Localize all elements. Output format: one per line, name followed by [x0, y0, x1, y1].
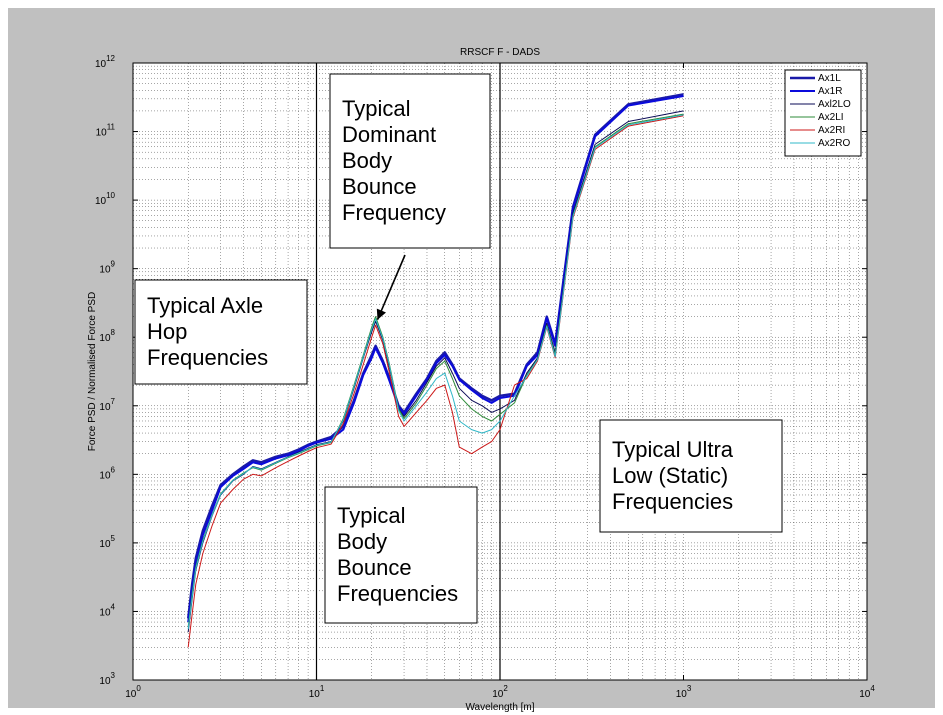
- y-tick-exponent: 8: [111, 328, 116, 337]
- y-tick-exponent: 6: [111, 465, 116, 474]
- legend-label: Ax2RO: [818, 138, 850, 149]
- y-tick-base: 10: [99, 676, 111, 687]
- annotation-line: Typical: [342, 96, 410, 121]
- y-tick-exponent: 12: [106, 54, 115, 63]
- annotation-box: [134, 279, 308, 385]
- y-tick-label: 1012: [95, 54, 116, 70]
- annotation-line: Frequencies: [147, 345, 268, 370]
- y-tick-exponent: 9: [111, 260, 116, 269]
- x-tick-base: 10: [309, 689, 321, 700]
- x-tick-exponent: 2: [503, 684, 508, 693]
- annotations: TypicalDominantBodyBounceFrequencyTypica…: [134, 73, 783, 624]
- ticks: 1001011021031041031041051061071081091010…: [95, 54, 875, 700]
- y-tick-base: 10: [99, 265, 111, 276]
- annotation-line: Typical: [337, 503, 405, 528]
- y-tick-exponent: 5: [111, 534, 116, 543]
- y-tick-label: 1010: [95, 191, 116, 207]
- x-tick-exponent: 0: [136, 684, 141, 693]
- x-tick-exponent: 3: [687, 684, 692, 693]
- legend-label: Ax2RI: [818, 125, 845, 136]
- x-tick-base: 10: [125, 689, 137, 700]
- y-axis-title: Force PSD / Normalised Force PSD: [87, 292, 98, 452]
- y-tick-exponent: 10: [106, 191, 115, 200]
- legend-label: Axl2LO: [818, 99, 851, 110]
- x-tick-base: 10: [859, 689, 871, 700]
- y-tick-base: 10: [95, 59, 107, 70]
- y-tick-label: 105: [99, 534, 115, 550]
- x-tick-exponent: 4: [870, 684, 875, 693]
- x-tick-label: 101: [309, 684, 325, 700]
- y-tick-label: 107: [99, 397, 115, 413]
- legend-box: [784, 69, 862, 157]
- x-tick-label: 103: [676, 684, 692, 700]
- y-tick-label: 103: [99, 671, 115, 687]
- y-tick-exponent: 3: [111, 671, 116, 680]
- legend-label: Ax2LI: [818, 112, 844, 123]
- annotation-line: Bounce: [337, 555, 412, 580]
- y-tick-exponent: 7: [111, 397, 116, 406]
- annotation-line: Body: [337, 529, 387, 554]
- y-tick-exponent: 11: [107, 123, 116, 132]
- y-tick-base: 10: [99, 607, 111, 618]
- plot-title: RRSCF F - DADS: [460, 47, 540, 58]
- annotation-line: Low (Static): [612, 463, 728, 488]
- series-line-ax1r: [187, 95, 684, 623]
- legend: Ax1L Ax1R Axl2LO Ax2LI Ax2RI Ax2RO: [784, 69, 862, 157]
- y-tick-base: 10: [95, 196, 107, 207]
- y-tick-label: 104: [99, 602, 115, 618]
- annotation-box: [324, 486, 478, 624]
- annotation-arrow-head: [376, 308, 387, 320]
- y-tick-label: 1011: [96, 123, 116, 139]
- annotation-line: Typical Axle: [147, 293, 263, 318]
- y-tick-exponent: 4: [111, 602, 116, 611]
- y-tick-base: 10: [99, 470, 111, 481]
- y-tick-base: 10: [96, 128, 108, 139]
- annotation-arrow-line: [376, 254, 406, 321]
- y-tick-label: 106: [99, 465, 115, 481]
- x-tick-label: 100: [125, 684, 141, 700]
- y-tick-label: 109: [99, 260, 115, 276]
- annotation-box: [329, 73, 491, 249]
- x-tick-base: 10: [492, 689, 504, 700]
- legend-label: Ax1L: [818, 73, 841, 84]
- region-markers: [315, 63, 501, 680]
- y-tick-base: 10: [99, 333, 111, 344]
- x-tick-label: 102: [492, 684, 508, 700]
- annotation-line: Dominant: [342, 122, 436, 147]
- annotation-line: Frequencies: [612, 489, 733, 514]
- x-tick-exponent: 1: [320, 684, 325, 693]
- x-tick-label: 104: [859, 684, 875, 700]
- annotation-line: Typical Ultra: [612, 437, 734, 462]
- annotation-line: Frequencies: [337, 581, 458, 606]
- series-line-ax2ro: [187, 114, 684, 630]
- legend-label: Ax1R: [818, 86, 842, 97]
- annotation-box: [599, 419, 783, 533]
- x-axis-title: Wavelength [m]: [465, 702, 534, 713]
- annotation-line: Body: [342, 148, 392, 173]
- annotation-line: Bounce: [342, 174, 417, 199]
- y-tick-label: 108: [99, 328, 115, 344]
- y-tick-base: 10: [99, 402, 111, 413]
- annotation-line: Hop: [147, 319, 187, 344]
- annotation-line: Frequency: [342, 200, 446, 225]
- x-tick-base: 10: [676, 689, 688, 700]
- series-lines: [187, 93, 684, 648]
- y-tick-base: 10: [99, 539, 111, 550]
